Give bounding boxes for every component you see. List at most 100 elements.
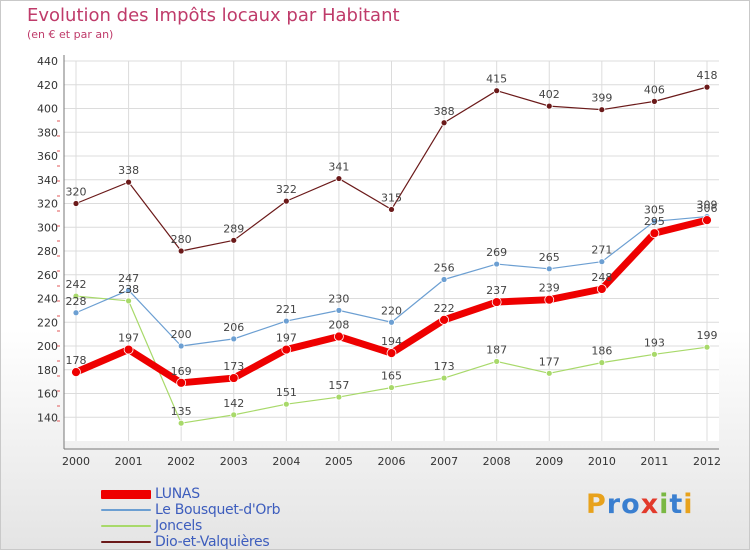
data-label: 228	[66, 295, 87, 308]
x-tick-label: 2008	[483, 455, 511, 468]
data-label: 193	[644, 336, 665, 349]
data-point	[177, 342, 185, 350]
data-label: 247	[118, 272, 139, 285]
data-label: 271	[591, 244, 612, 257]
data-label: 309	[697, 199, 718, 212]
data-label: 269	[486, 246, 507, 259]
data-label: 165	[381, 370, 402, 383]
logo-letter: i	[659, 489, 670, 520]
data-label: 187	[486, 343, 507, 356]
chart-subtitle: (en € et par an)	[27, 28, 114, 41]
data-point	[335, 306, 343, 314]
data-label: 197	[276, 332, 297, 345]
legend-swatch	[101, 489, 151, 499]
data-point	[649, 228, 660, 239]
series-layer	[71, 83, 712, 427]
logo-letter: r	[606, 489, 622, 520]
data-point	[702, 215, 712, 226]
logo-letter: x	[640, 489, 660, 520]
data-point	[334, 331, 344, 342]
data-label: 157	[328, 379, 349, 392]
x-tick-label: 2009	[535, 455, 563, 468]
y-tick-label: 380	[37, 126, 58, 139]
data-point	[282, 317, 290, 325]
data-point	[703, 83, 711, 91]
y-tick-label: 220	[37, 316, 58, 329]
data-point	[282, 197, 290, 205]
data-point	[230, 236, 238, 244]
data-label: 341	[328, 161, 349, 174]
logo-letter: o	[621, 489, 641, 520]
data-label: 256	[434, 262, 455, 275]
y-tick-label: 320	[37, 198, 58, 211]
data-point	[493, 358, 501, 365]
data-label: 305	[644, 203, 665, 216]
y-tick-label: 180	[37, 364, 58, 377]
y-tick-label: 360	[37, 150, 58, 163]
data-label: 306	[697, 202, 718, 215]
data-point	[491, 297, 502, 307]
data-point	[388, 318, 395, 326]
data-label: 135	[171, 405, 192, 418]
data-label: 169	[171, 365, 192, 378]
data-label: 173	[434, 360, 455, 373]
x-tick-label: 2004	[272, 455, 300, 468]
x-tick-label: 2005	[325, 455, 353, 468]
data-point	[388, 206, 395, 213]
data-label: 200	[171, 328, 192, 341]
data-label: 388	[434, 105, 455, 118]
data-label: 142	[223, 397, 244, 410]
data-label: 280	[171, 233, 192, 246]
data-point	[493, 87, 501, 95]
logo-letter: P	[586, 489, 607, 520]
data-point	[123, 344, 134, 355]
legend-label: Dio-et-Valquières	[155, 534, 270, 550]
data-label: 338	[118, 164, 139, 177]
legend-label: Le Bousquet-d'Orb	[155, 502, 281, 518]
logo-letter: i	[683, 489, 694, 520]
legend-item: Dio-et-Valquières	[101, 534, 280, 550]
data-label: 315	[381, 191, 402, 204]
legend-swatch	[101, 525, 151, 527]
x-tick-label: 2012	[693, 455, 721, 468]
x-tick-label: 2007	[430, 455, 458, 468]
legend-item: Le Bousquet-d'Orb	[101, 502, 280, 518]
data-label: 199	[697, 329, 718, 342]
data-point	[71, 367, 81, 378]
y-tick-label: 160	[37, 388, 58, 401]
data-label-layer: 320 338 280 289 322 341 315 388 415 402 399 406 418 2…	[66, 69, 718, 418]
data-point	[177, 419, 185, 427]
data-label: 322	[276, 183, 297, 196]
y-tick-label: 420	[37, 79, 58, 92]
data-point	[125, 297, 132, 305]
data-label: 237	[486, 284, 507, 297]
data-point	[545, 265, 553, 273]
data-point	[598, 106, 606, 114]
data-point	[596, 284, 607, 294]
data-label: 418	[697, 69, 718, 82]
x-tick-label: 2001	[115, 455, 143, 468]
data-point	[72, 200, 80, 207]
y-tick-label: 200	[37, 340, 58, 353]
data-point	[651, 217, 658, 225]
data-point	[388, 384, 395, 391]
data-point	[598, 359, 606, 367]
legend: LUNAS Le Bousquet-d'Orb Joncels Dio-et-Valq…	[101, 486, 280, 550]
data-point	[335, 175, 343, 182]
data-label: 248	[591, 271, 612, 284]
data-label: 173	[223, 360, 244, 373]
y-tick-label: 400	[37, 103, 58, 116]
data-point	[72, 309, 80, 317]
data-point	[440, 374, 448, 382]
data-label: 206	[223, 321, 244, 334]
data-point	[177, 247, 185, 255]
data-point	[176, 377, 187, 388]
data-label: 178	[66, 354, 87, 367]
data-label: 238	[118, 283, 139, 296]
data-label: 415	[486, 73, 507, 86]
legend-label: Joncels	[155, 518, 202, 534]
data-point	[386, 348, 397, 359]
data-label: 194	[381, 335, 402, 348]
